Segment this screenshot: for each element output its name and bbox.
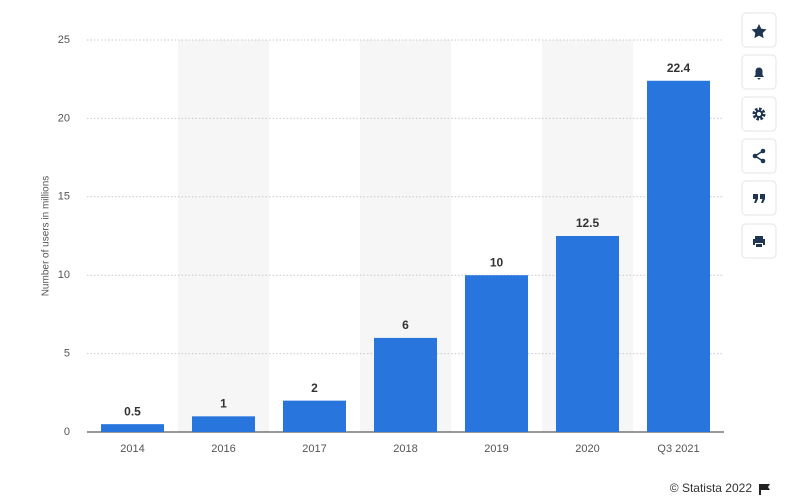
y-tick-label: 10 — [58, 269, 70, 281]
plot-area: 0 5 10 15 20 25 2014 0.5 2016 1 2017 2 2018 6 2019 10 20… — [58, 34, 724, 455]
x-tick-label: 2019 — [484, 443, 508, 455]
value-label: 6 — [402, 318, 409, 332]
band-shade — [178, 40, 269, 432]
y-tick-label: 20 — [58, 112, 70, 124]
bar — [374, 337, 437, 432]
bar — [556, 236, 619, 432]
value-label: 0.5 — [124, 404, 141, 418]
x-tick-label: Q3 2021 — [657, 443, 699, 455]
x-tick-label: 2014 — [120, 443, 144, 455]
bar — [101, 424, 164, 432]
x-tick-label: 2020 — [575, 443, 599, 455]
y-tick-label: 25 — [58, 34, 70, 46]
cite-button[interactable] — [741, 180, 777, 216]
y-tick-label: 5 — [64, 348, 70, 360]
value-label: 1 — [220, 396, 227, 410]
toolbar — [741, 12, 777, 259]
y-axis-title: Number of users in millions — [41, 176, 52, 297]
x-tick-label: 2017 — [302, 443, 326, 455]
flag-icon[interactable] — [759, 484, 770, 495]
bar — [647, 80, 710, 432]
value-label: 2 — [311, 381, 318, 395]
print-button[interactable] — [741, 223, 777, 259]
x-tick-label: 2018 — [393, 443, 417, 455]
notification-button[interactable] — [741, 54, 777, 90]
favorite-button[interactable] — [741, 12, 777, 48]
settings-button[interactable] — [741, 96, 777, 132]
value-label: 12.5 — [576, 216, 600, 230]
bar — [283, 400, 346, 432]
x-tick-label: 2016 — [211, 443, 235, 455]
y-tick-label: 15 — [58, 191, 70, 203]
share-button[interactable] — [741, 138, 777, 174]
source: © Statista 2022 — [670, 481, 753, 495]
bar — [192, 416, 255, 432]
bar — [465, 275, 528, 432]
y-tick-label: 0 — [64, 426, 70, 438]
value-label: 22.4 — [667, 61, 691, 75]
value-label: 10 — [490, 255, 504, 269]
